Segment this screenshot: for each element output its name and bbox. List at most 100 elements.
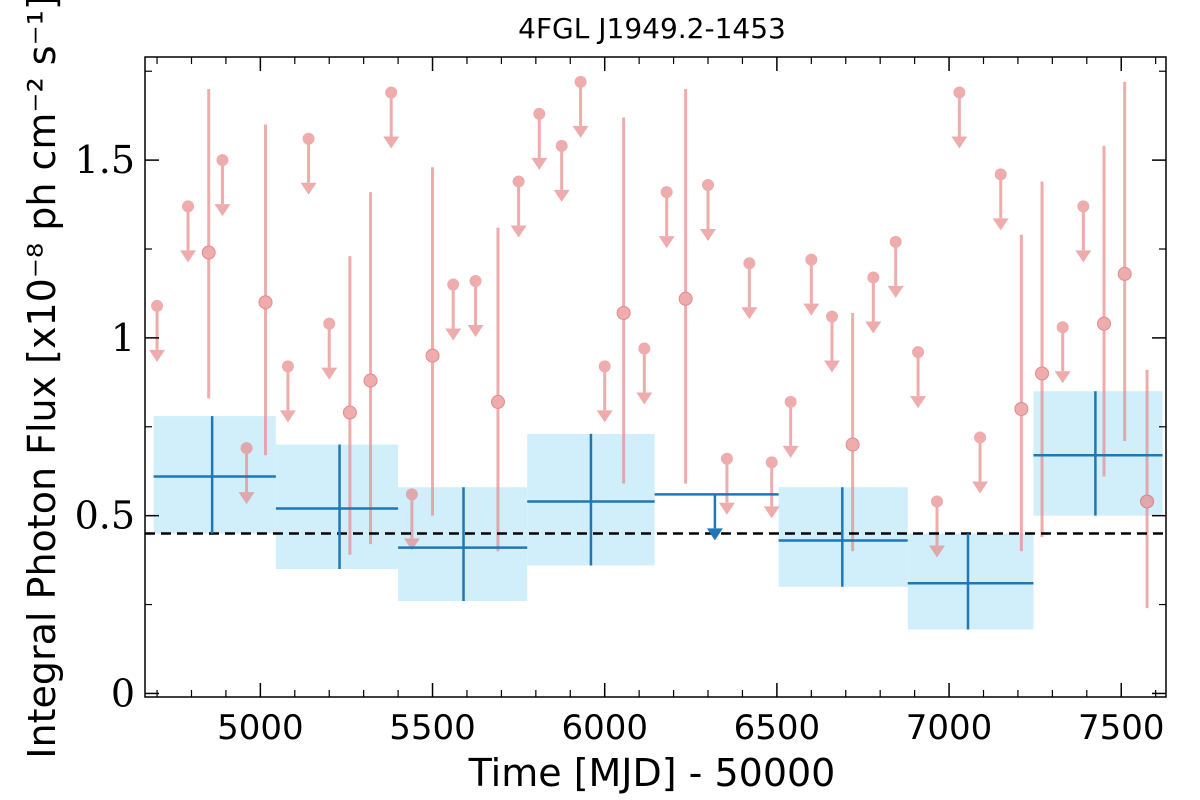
short-bin-upper-limit [596, 360, 613, 423]
upper-limit-arrowhead [445, 328, 462, 341]
short-bin-upper-limit [700, 179, 717, 241]
short-bin-upper-limit [1075, 200, 1092, 263]
upper-limit-point [216, 154, 229, 167]
short-bin-point [490, 394, 505, 409]
upper-limit-point [469, 275, 482, 287]
y-tick-label: 1.5 [75, 138, 135, 182]
long-bin-upper-limit [654, 493, 779, 541]
short-bin-upper-limit [383, 86, 400, 149]
short-bin-point [1014, 402, 1029, 416]
upper-limit-arrowhead [658, 236, 675, 249]
upper-limit-point [281, 360, 294, 373]
short-bin-upper-limit [149, 299, 166, 362]
upper-limit-point [805, 253, 818, 266]
short-bin-detection [363, 192, 378, 545]
short-bin-point [342, 405, 357, 420]
upper-limit-arrowhead [706, 528, 723, 541]
short-bin-point [258, 295, 273, 310]
upper-limit-arrowhead [803, 303, 820, 316]
short-bin-upper-limit [951, 86, 968, 149]
upper-limit-arrowhead [1054, 371, 1071, 384]
short-bin-detection [845, 313, 860, 552]
short-bin-upper-limit [887, 235, 904, 298]
short-bin-upper-limit [300, 132, 317, 195]
plot-frame [144, 56, 1167, 698]
upper-limit-arrowhead [180, 250, 197, 263]
short-bin-upper-limit [214, 154, 231, 217]
short-bin-detection [1140, 369, 1155, 609]
upper-limit-point [1077, 200, 1090, 213]
short-bin-point [678, 291, 693, 306]
upper-limit-arrowhead [865, 321, 882, 334]
short-bin-detection [616, 117, 631, 484]
upper-limit-arrowhead [929, 545, 946, 558]
upper-limit-point [702, 179, 715, 191]
upper-limit-arrowhead [992, 218, 1009, 231]
short-bin-upper-limit [763, 456, 780, 519]
short-bin-detection [201, 89, 216, 399]
short-bin-point [616, 306, 631, 320]
short-bin-detection [1097, 145, 1112, 477]
short-bin-upper-limit [572, 75, 589, 138]
short-bin-upper-limit [865, 271, 882, 334]
short-bin-upper-limit [823, 310, 840, 373]
upper-limit-point [867, 271, 880, 284]
upper-limit-arrowhead [238, 492, 255, 505]
long-bin-detection [1033, 391, 1163, 516]
long-bin-band [1033, 391, 1163, 516]
upper-limit-point [151, 299, 164, 312]
upper-limit-point [323, 317, 336, 330]
upper-limit-arrowhead [763, 506, 780, 519]
upper-limit-arrowhead [718, 502, 735, 515]
upper-limit-arrowhead [823, 360, 840, 373]
upper-limit-arrowhead [279, 410, 296, 423]
upper-limit-point [555, 139, 568, 152]
upper-limit-arrowhead [300, 182, 317, 195]
short-bin-upper-limit [992, 168, 1009, 231]
short-bin-upper-limit [531, 107, 548, 170]
short-bin-upper-limit [972, 431, 989, 494]
long-bin-layer [153, 391, 1163, 630]
upper-limit-arrowhead [972, 481, 989, 494]
upper-limit-point [598, 360, 611, 373]
short-bin-upper-limit [929, 495, 946, 558]
short-bin-upper-limit [741, 257, 758, 320]
upper-limit-point [953, 86, 966, 99]
upper-limit-point [720, 452, 733, 465]
upper-limit-point [825, 310, 838, 323]
upper-limit-arrowhead [531, 157, 548, 170]
upper-limit-point [660, 186, 673, 199]
upper-limit-point [931, 495, 944, 508]
short-bin-upper-limit [1054, 321, 1071, 384]
upper-limit-point [385, 86, 398, 99]
short-bin-upper-limit [238, 442, 255, 505]
x-tick-label: 6000 [561, 708, 648, 748]
upper-limit-arrowhead [596, 410, 613, 423]
short-bin-point [201, 245, 216, 260]
long-bin-detection [778, 487, 908, 587]
x-tick-label: 5500 [389, 708, 476, 748]
short-bin-detection [678, 89, 693, 484]
short-bin-point [845, 437, 860, 452]
upper-limit-point [743, 257, 756, 270]
upper-limit-arrowhead [1075, 250, 1092, 263]
upper-limit-arrowhead [403, 538, 420, 551]
short-bin-upper-limit [636, 342, 653, 405]
y-tick-label: 1 [111, 316, 135, 360]
long-bin-detection [527, 433, 655, 566]
upper-limit-arrowhead [741, 307, 758, 320]
upper-limit-arrowhead [887, 285, 904, 298]
upper-limit-point [784, 395, 797, 408]
short-bin-upper-limit [279, 360, 296, 423]
short-bin-detection [490, 227, 505, 552]
short-bin-upper-limit [180, 200, 197, 263]
upper-limit-arrowhead [149, 349, 166, 362]
long-bin-detection [398, 487, 528, 601]
upper-limit-point [405, 488, 418, 501]
short-bin-point [1140, 494, 1155, 509]
upper-limit-point [302, 132, 315, 145]
upper-limit-arrowhead [951, 136, 968, 149]
short-bin-detection [1117, 81, 1132, 441]
upper-limit-point [574, 75, 587, 88]
upper-limit-point [512, 175, 525, 188]
